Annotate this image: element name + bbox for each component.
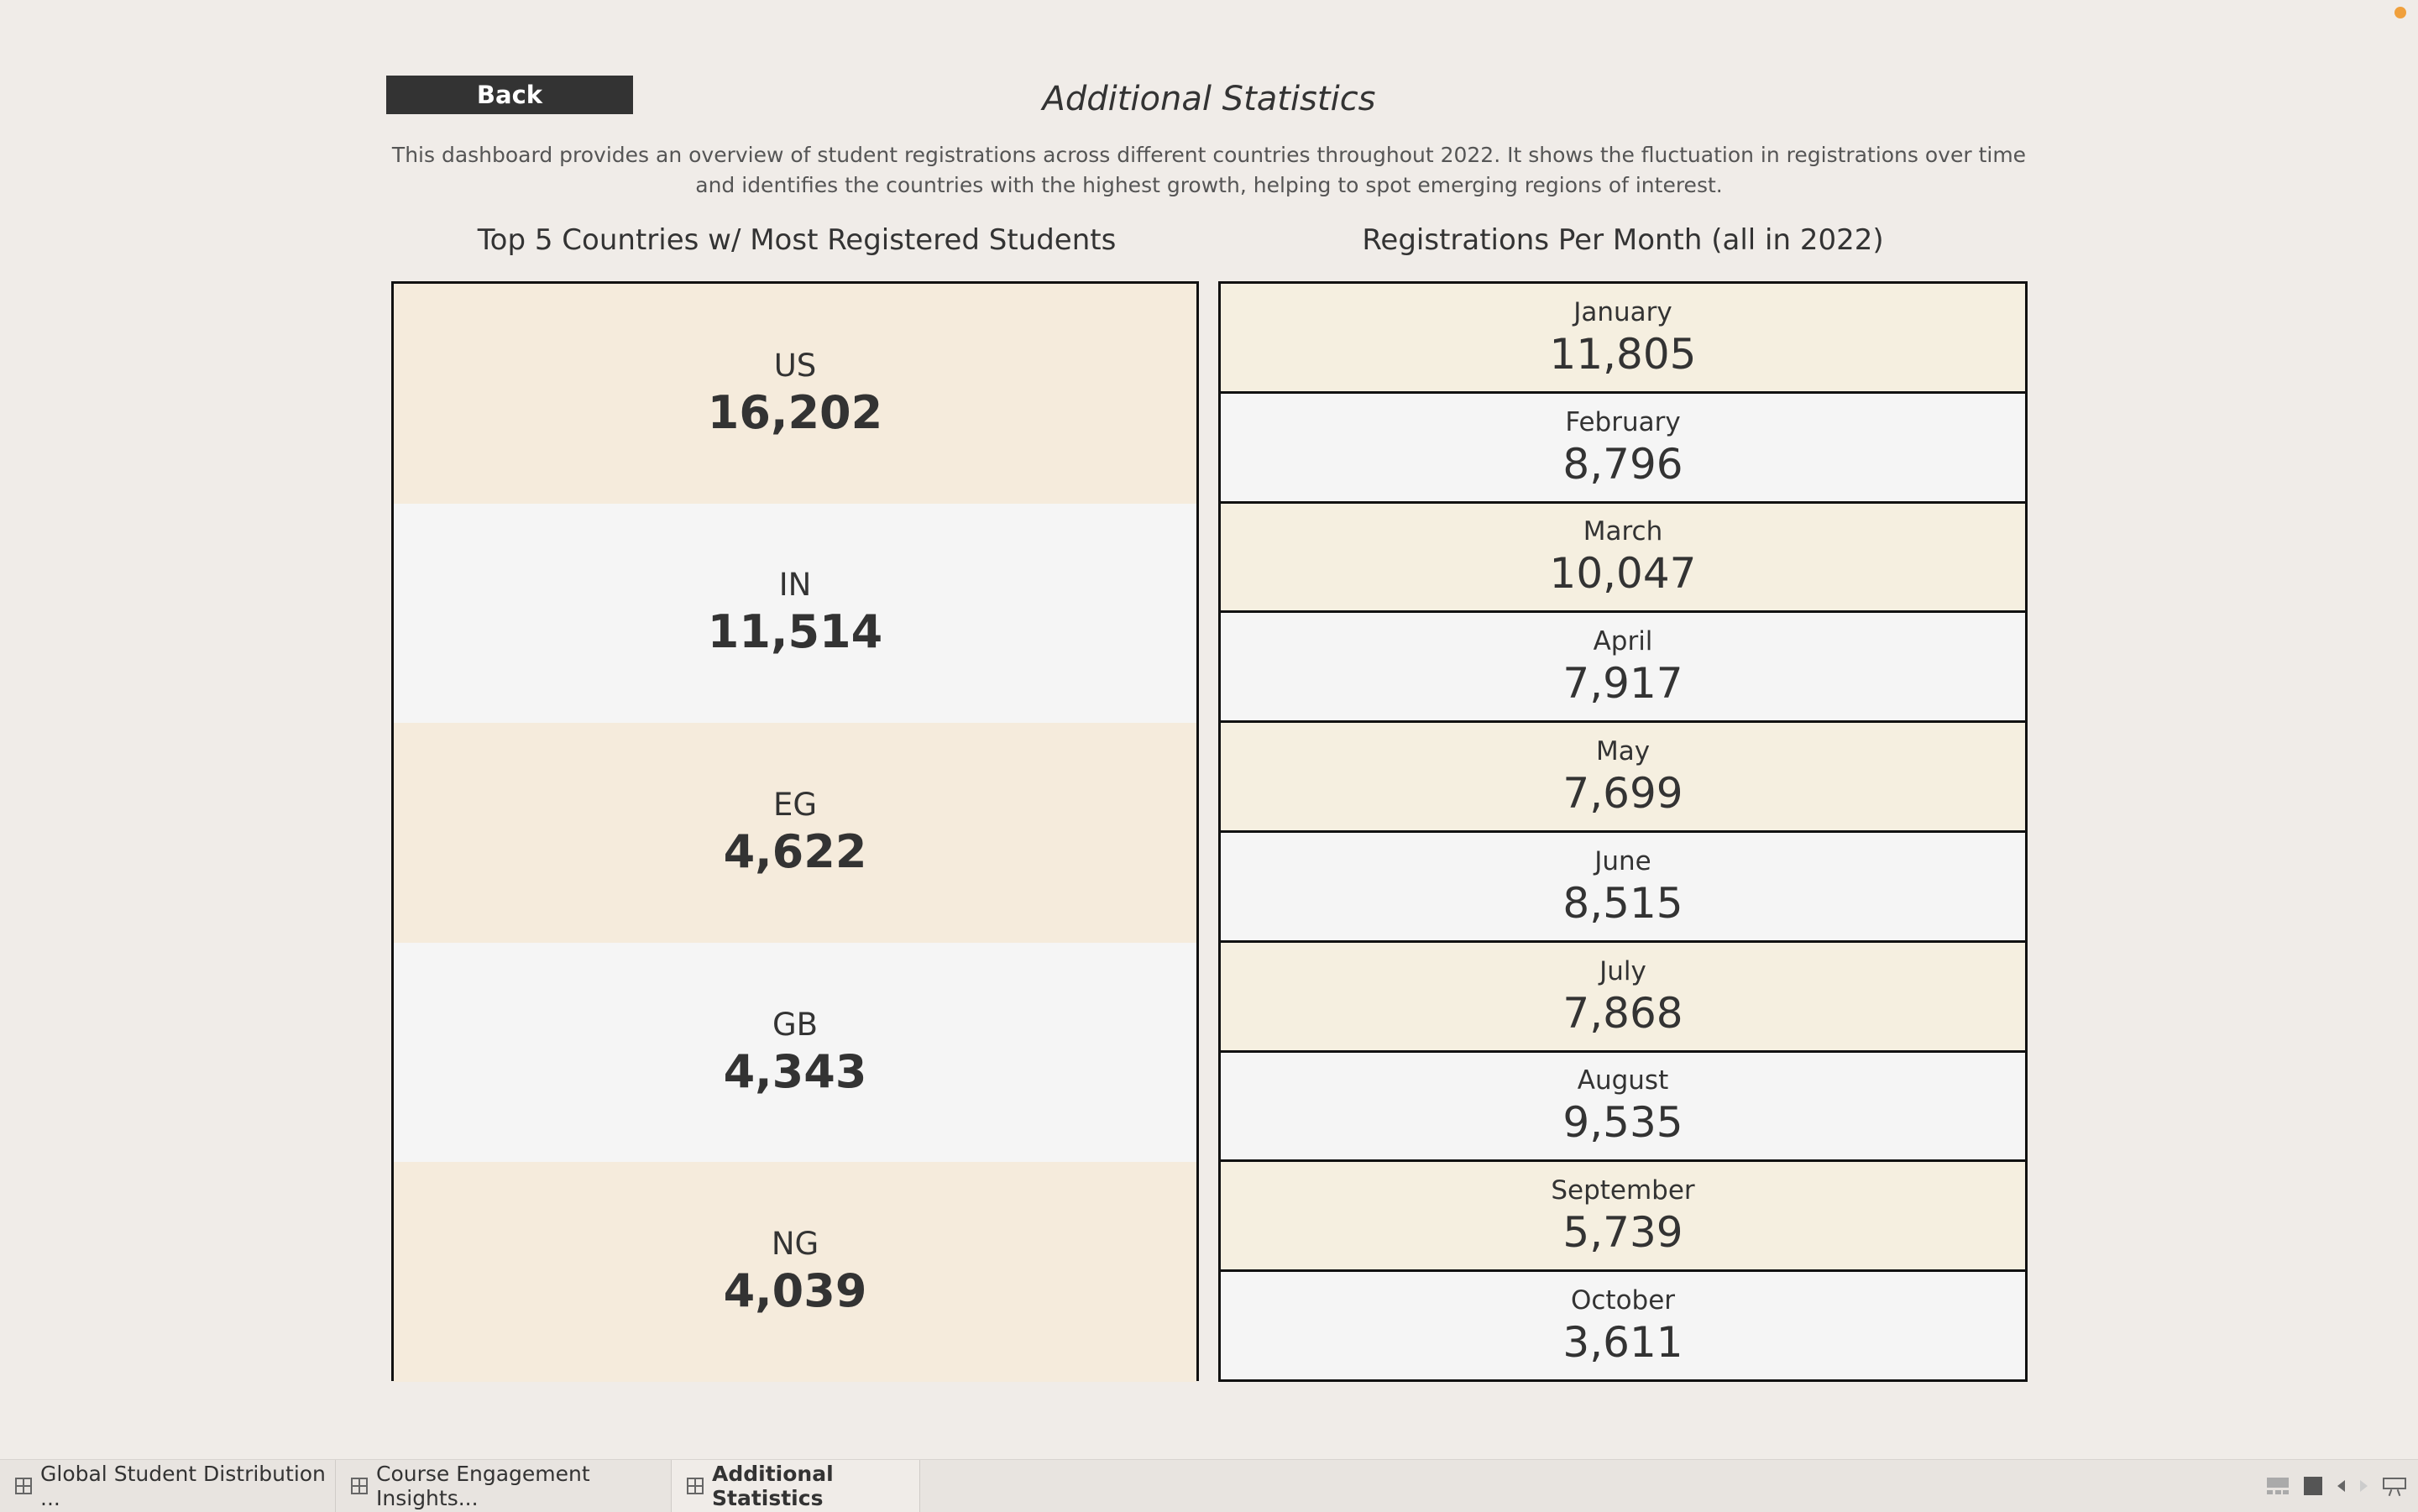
country-row[interactable]: IN 11,514: [394, 503, 1196, 724]
month-name: April: [1593, 626, 1653, 657]
tab-label: Additional Statistics: [712, 1462, 834, 1510]
month-value: 8,796: [1562, 439, 1683, 489]
month-name: October: [1570, 1285, 1676, 1316]
country-code: IN: [778, 567, 812, 604]
month-name: August: [1577, 1065, 1669, 1096]
filmstrip-view-icon[interactable]: [2267, 1478, 2289, 1494]
month-name: May: [1595, 736, 1651, 767]
month-value: 8,515: [1562, 878, 1683, 928]
tab-additional-statistics[interactable]: Additional Statistics: [672, 1460, 920, 1512]
back-button[interactable]: Back: [386, 76, 633, 114]
top-countries-table: US 16,202 IN 11,514 EG 4,622 GB 4,343 NG…: [391, 281, 1199, 1382]
country-row[interactable]: NG 4,039: [394, 1162, 1196, 1382]
monthly-registrations-title: Registrations Per Month (all in 2022): [1362, 223, 1884, 257]
month-row[interactable]: October 3,611: [1221, 1272, 2025, 1379]
month-value: 9,535: [1562, 1098, 1683, 1148]
month-value: 7,917: [1562, 659, 1683, 709]
month-name: March: [1583, 516, 1663, 547]
month-value: 10,047: [1549, 549, 1697, 599]
month-row[interactable]: January 11,805: [1221, 284, 2025, 391]
dashboard-description: This dashboard provides an overview of s…: [391, 143, 2027, 197]
month-row[interactable]: September 5,739: [1221, 1162, 2025, 1270]
country-value: 16,202: [707, 385, 883, 439]
sheet-navigation-controls: [2267, 1460, 2406, 1512]
tab-label: Global Student Distribution ...: [40, 1462, 326, 1510]
monthly-registrations-table: January 11,805 February 8,796 March 10,0…: [1218, 281, 2028, 1382]
country-value: 4,039: [723, 1264, 867, 1318]
presentation-mode-icon[interactable]: [2383, 1476, 2406, 1497]
status-dot: [2394, 7, 2406, 18]
top-countries-title: Top 5 Countries w/ Most Registered Stude…: [477, 223, 1117, 257]
country-value: 4,343: [723, 1044, 867, 1098]
month-value: 7,699: [1562, 769, 1683, 819]
month-row[interactable]: July 7,868: [1221, 942, 2025, 1050]
month-value: 5,739: [1562, 1208, 1683, 1258]
country-row[interactable]: EG 4,622: [394, 723, 1196, 943]
month-name: June: [1594, 845, 1651, 876]
month-row[interactable]: May 7,699: [1221, 723, 2025, 830]
worksheet-grid-icon: [687, 1478, 704, 1494]
previous-sheet-icon[interactable]: [2337, 1480, 2345, 1492]
single-view-icon[interactable]: [2304, 1477, 2322, 1495]
worksheet-grid-icon: [351, 1478, 368, 1494]
month-value: 3,611: [1562, 1318, 1683, 1368]
country-value: 11,514: [707, 605, 883, 659]
month-row[interactable]: June 8,515: [1221, 832, 2025, 940]
month-row[interactable]: February 8,796: [1221, 393, 2025, 501]
worksheet-grid-icon: [15, 1478, 32, 1494]
tab-course-engagement-insights[interactable]: Course Engagement Insights...: [336, 1460, 672, 1512]
country-row[interactable]: GB 4,343: [394, 942, 1196, 1163]
country-value: 4,622: [723, 824, 867, 878]
month-name: February: [1565, 406, 1681, 437]
month-name: September: [1551, 1175, 1695, 1206]
sheet-tab-bar: Global Student Distribution ... Course E…: [0, 1459, 2418, 1512]
month-name: July: [1599, 955, 1646, 986]
next-sheet-icon[interactable]: [2360, 1480, 2368, 1492]
country-code: US: [773, 347, 817, 384]
month-row[interactable]: April 7,917: [1221, 613, 2025, 721]
country-row[interactable]: US 16,202: [394, 284, 1196, 504]
month-name: January: [1573, 296, 1672, 327]
month-row[interactable]: August 9,535: [1221, 1052, 2025, 1160]
country-code: NG: [771, 1226, 819, 1263]
country-code: EG: [772, 786, 818, 823]
tab-global-student-distribution[interactable]: Global Student Distribution ...: [0, 1460, 336, 1512]
month-value: 7,868: [1562, 988, 1683, 1038]
month-value: 11,805: [1549, 329, 1697, 379]
month-row[interactable]: March 10,047: [1221, 503, 2025, 611]
tab-label: Course Engagement Insights...: [376, 1462, 590, 1510]
page-title: Additional Statistics: [1042, 80, 1376, 118]
country-code: GB: [772, 1006, 819, 1043]
